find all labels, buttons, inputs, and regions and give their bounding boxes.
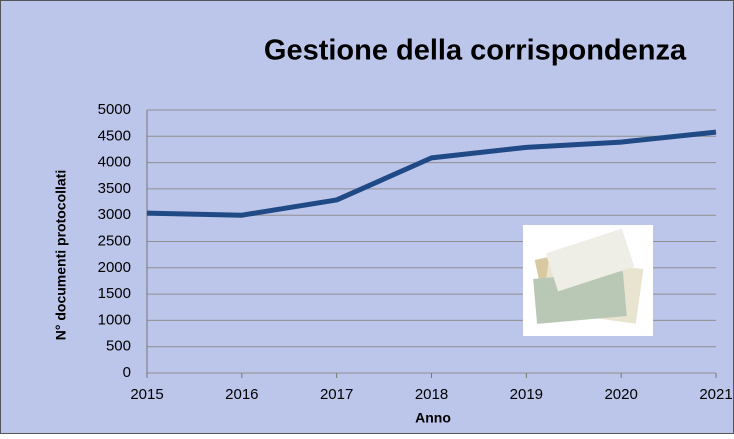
x-tick-label: 2017 (320, 386, 353, 403)
x-tick-label: 2021 (699, 386, 732, 403)
y-tick-label: 2500 (98, 232, 131, 249)
y-tick-label: 2000 (98, 259, 131, 276)
chart-title: Gestione della corrispondenza (264, 35, 687, 67)
x-tick-label: 2019 (510, 386, 543, 403)
x-tick-label: 2015 (130, 386, 163, 403)
line-series (146, 129, 717, 218)
y-axis-label: N° documenti protocollati (53, 170, 69, 341)
x-tick-label: 2020 (604, 386, 637, 403)
y-tick-label: 3500 (98, 180, 131, 197)
x-axis-label: Anno (415, 410, 451, 426)
y-tick-label: 1500 (98, 285, 131, 302)
y-tick-label: 4500 (98, 127, 131, 144)
x-tick-label: 2016 (225, 386, 258, 403)
y-tick-label: 0 (123, 364, 131, 381)
y-tick-label: 4000 (98, 154, 131, 171)
y-tick-label: 500 (106, 338, 131, 355)
y-tick-label: 5000 (98, 101, 131, 118)
y-tick-label: 1000 (98, 311, 131, 328)
x-tick-label: 2018 (415, 386, 448, 403)
envelopes-picture (523, 225, 653, 336)
y-tick-label: 3000 (98, 206, 131, 223)
